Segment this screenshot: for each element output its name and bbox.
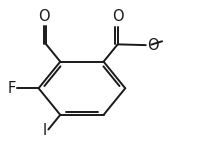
Text: F: F: [8, 81, 16, 96]
Text: I: I: [43, 123, 47, 138]
Text: O: O: [112, 9, 123, 24]
Text: O: O: [147, 38, 158, 53]
Text: O: O: [38, 9, 50, 24]
